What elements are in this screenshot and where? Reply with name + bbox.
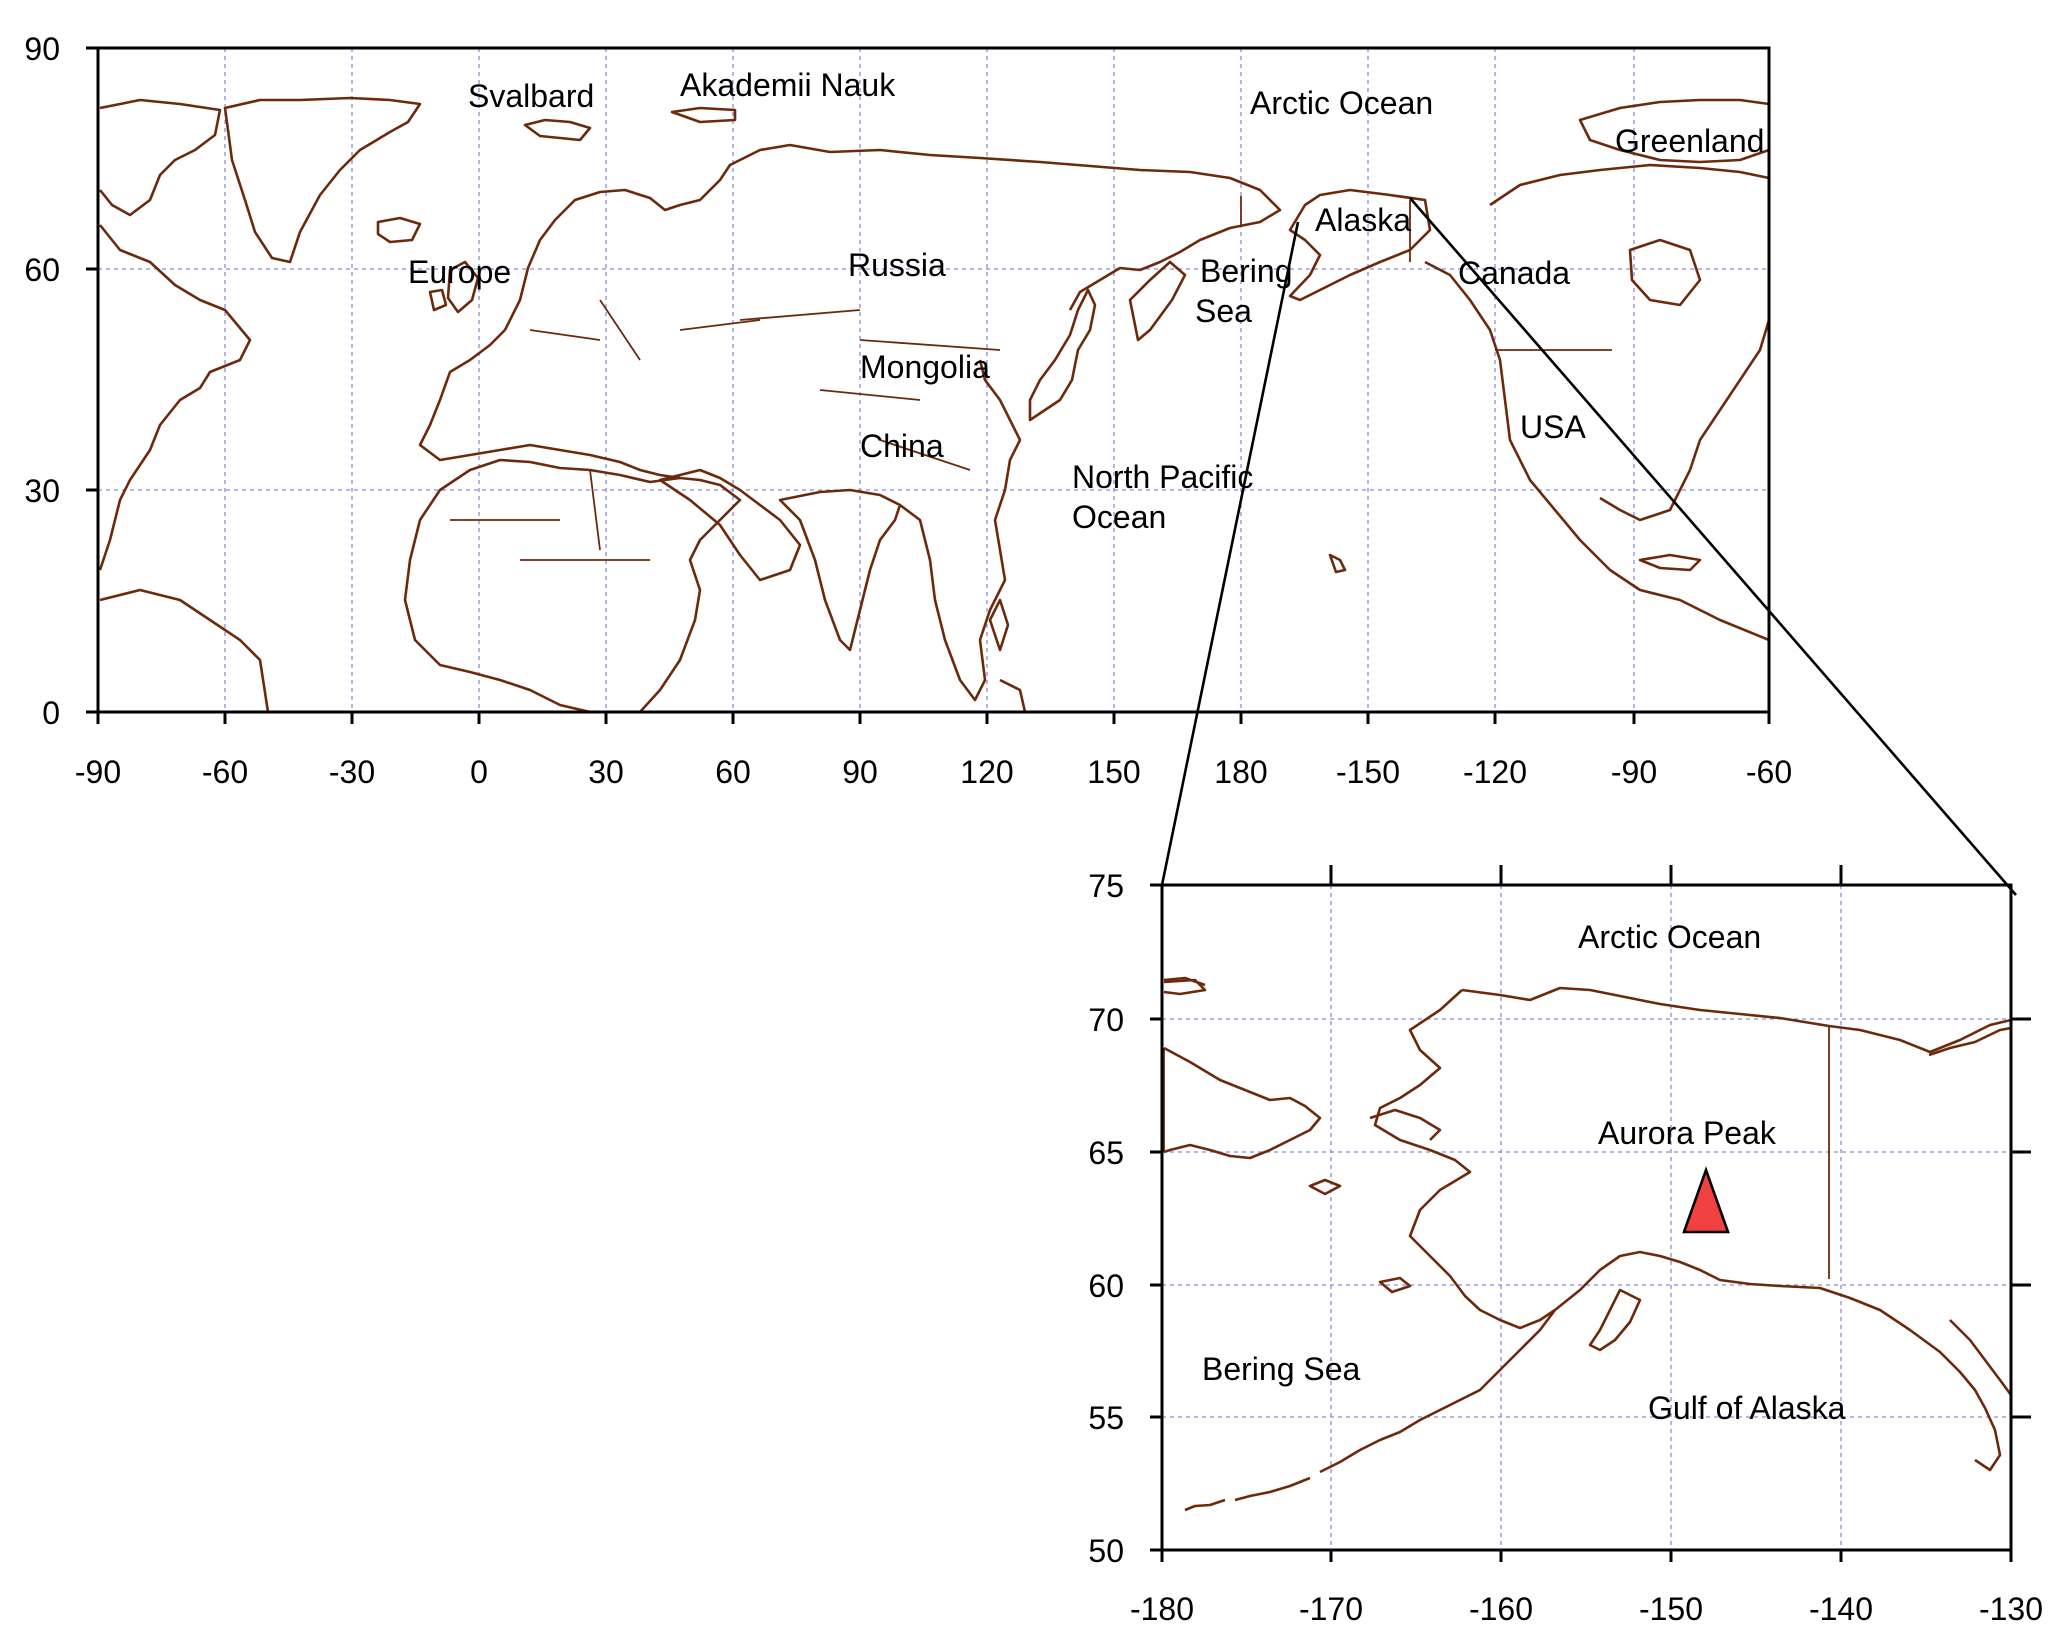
world-x-tick-label: -150	[1336, 754, 1400, 790]
world-x-tick-label: -60	[1746, 754, 1792, 790]
world-x-tick-label: 180	[1214, 754, 1267, 790]
inset-label-gulf-of-alaska: Gulf of Alaska	[1648, 1390, 1846, 1426]
world-x-tick-label: 30	[588, 754, 624, 790]
label-mongolia: Mongolia	[860, 349, 990, 385]
label-europe: Europe	[408, 254, 511, 290]
world-axis-ticks	[86, 46, 1771, 724]
world-gridlines	[98, 48, 1769, 712]
inset-y-tick-labels: 75 70 65 60 55 50	[1088, 868, 1124, 1569]
label-north-pacific: North Pacific	[1072, 459, 1253, 495]
inset-x-tick-label: -180	[1130, 1591, 1194, 1627]
world-x-tick-label: 90	[842, 754, 878, 790]
world-y-tick-label: 60	[24, 252, 60, 288]
inset-x-tick-label: -140	[1809, 1591, 1873, 1627]
world-x-tick-label: -120	[1463, 754, 1527, 790]
inset-gridlines	[1162, 885, 2011, 1550]
world-borders	[450, 196, 1612, 561]
label-russia: Russia	[848, 247, 946, 283]
inset-y-tick-label: 65	[1088, 1135, 1124, 1171]
inset-plot-frame	[1160, 883, 2013, 1552]
world-x-tick-label: 0	[470, 754, 488, 790]
label-svalbard: Svalbard	[468, 78, 594, 114]
inset-y-tick-label: 50	[1088, 1533, 1124, 1569]
aurora-peak-marker-icon	[1682, 1166, 1730, 1234]
label-alaska: Alaska	[1315, 202, 1411, 238]
inset-y-tick-label: 70	[1088, 1002, 1124, 1038]
world-y-tick-label: 90	[24, 31, 60, 67]
inset-label-bering-sea: Bering Sea	[1202, 1351, 1361, 1387]
world-plot-frame	[96, 46, 1771, 714]
world-x-tick-labels: -90 -60 -30 0 30 60 90 120 150 180 -150 …	[75, 754, 1792, 790]
inset-y-tick-label: 60	[1088, 1268, 1124, 1304]
inset-label-aurora-peak: Aurora Peak	[1598, 1115, 1777, 1151]
world-x-tick-label: 60	[715, 754, 751, 790]
world-x-tick-label: 120	[960, 754, 1013, 790]
label-sea: Sea	[1195, 293, 1252, 329]
inset-y-tick-label: 75	[1088, 868, 1124, 904]
world-y-tick-labels: 90 60 30 0	[24, 31, 60, 731]
inset-y-tick-label: 55	[1088, 1400, 1124, 1436]
label-china: China	[860, 428, 944, 464]
inset-x-tick-label: -170	[1299, 1591, 1363, 1627]
inset-x-tick-label: -160	[1469, 1591, 1533, 1627]
label-akademii-nauk: Akademii Nauk	[680, 67, 896, 103]
world-map: -90 -60 -30 0 30 60 90 120 150 180 -150 …	[24, 31, 1792, 790]
inset-place-labels: Arctic Ocean Aurora Peak Bering Sea Gulf…	[1202, 919, 1846, 1426]
world-y-tick-label: 0	[42, 695, 60, 731]
inset-label-arctic-ocean: Arctic Ocean	[1578, 919, 1761, 955]
inset-axis-ticks	[1150, 865, 2031, 1562]
zoom-connector-lines	[1160, 197, 2017, 896]
world-x-tick-label: 150	[1087, 754, 1140, 790]
world-place-labels: Svalbard Akademii Nauk Arctic Ocean Gree…	[408, 67, 1764, 535]
world-x-tick-label: -90	[75, 754, 121, 790]
world-coastlines	[98, 96, 1771, 714]
inset-x-tick-labels: -180 -170 -160 -150 -140 -130	[1130, 1591, 2043, 1627]
inset-coastlines	[1163, 976, 2013, 1512]
world-x-tick-label: -30	[329, 754, 375, 790]
inset-x-tick-label: -150	[1639, 1591, 1703, 1627]
inset-map: -180 -170 -160 -150 -140 -130 75 70 65 6…	[1088, 865, 2043, 1627]
world-x-tick-label: -90	[1611, 754, 1657, 790]
label-ocean: Ocean	[1072, 499, 1166, 535]
world-x-tick-label: -60	[202, 754, 248, 790]
world-y-tick-label: 30	[24, 473, 60, 509]
label-usa: USA	[1520, 409, 1586, 445]
label-greenland: Greenland	[1615, 123, 1764, 159]
label-arctic-ocean: Arctic Ocean	[1250, 85, 1433, 121]
inset-x-tick-label: -130	[1979, 1591, 2043, 1627]
label-bering: Bering	[1200, 253, 1293, 289]
